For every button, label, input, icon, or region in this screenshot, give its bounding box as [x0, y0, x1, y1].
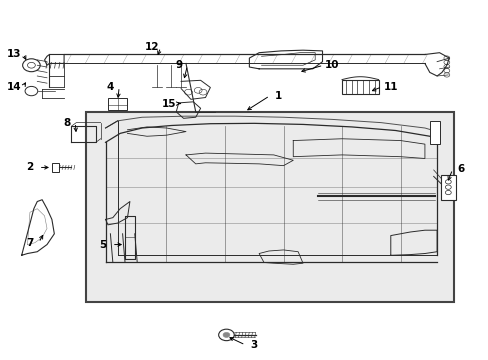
Text: 14: 14	[7, 82, 21, 92]
Text: 7: 7	[26, 238, 34, 248]
Text: 2: 2	[26, 162, 34, 172]
Text: 12: 12	[144, 42, 159, 52]
Text: 9: 9	[175, 60, 182, 70]
Bar	[108, 98, 127, 110]
Bar	[341, 80, 378, 94]
Text: 1: 1	[274, 91, 282, 101]
Text: 11: 11	[383, 82, 397, 92]
Text: 10: 10	[325, 60, 339, 70]
Text: 3: 3	[250, 340, 257, 350]
Text: 5: 5	[99, 239, 106, 249]
Text: 13: 13	[7, 49, 21, 59]
Bar	[429, 121, 439, 144]
Bar	[52, 163, 59, 172]
Text: 6: 6	[457, 164, 464, 174]
Text: 15: 15	[162, 99, 176, 109]
Circle shape	[223, 332, 229, 337]
Bar	[440, 175, 455, 200]
Bar	[86, 112, 453, 302]
Text: 4: 4	[106, 82, 114, 92]
Text: 8: 8	[63, 118, 70, 128]
